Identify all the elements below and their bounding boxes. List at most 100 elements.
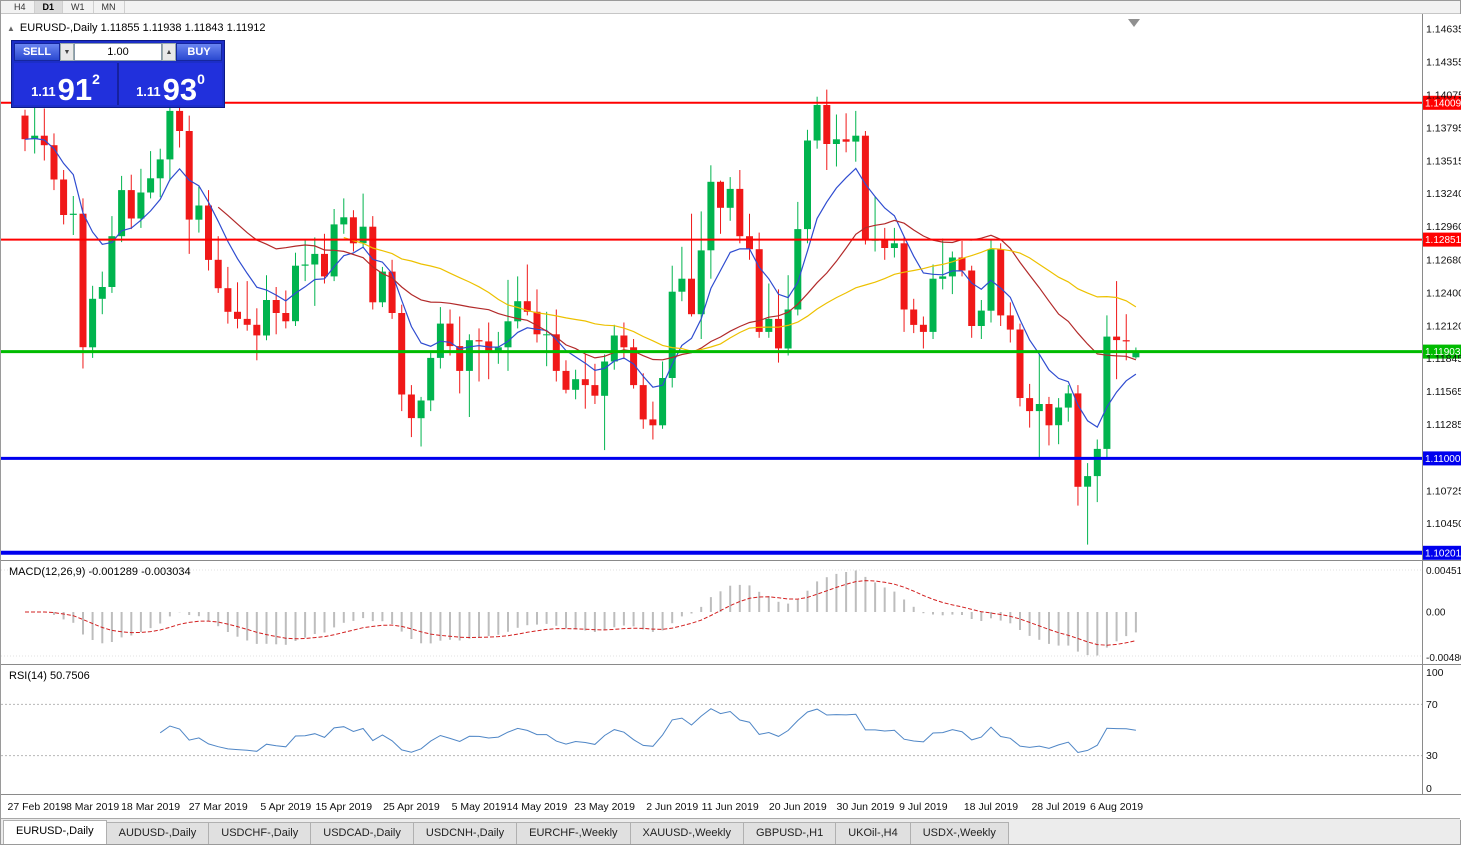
price-tag-label: 1.10201 <box>1425 548 1461 559</box>
candle-body <box>185 131 193 220</box>
ma-medium-line <box>217 206 1137 361</box>
rsi-axis-label: 30 <box>1426 750 1438 762</box>
candle-body <box>234 311 241 319</box>
chart-tab[interactable]: EURCHF-,Weekly <box>516 822 631 844</box>
price-tag-label: 1.11000 <box>1425 454 1461 465</box>
chart-tab[interactable]: GBPUSD-,H1 <box>742 822 837 844</box>
macd-axis-label: -0.004806 <box>1426 653 1461 664</box>
chart-tab[interactable]: USDCNH-,Daily <box>412 822 518 844</box>
date-label: 15 Apr 2019 <box>315 801 372 813</box>
candle-body <box>50 145 58 180</box>
candle-body <box>1026 398 1034 412</box>
chart-shift-marker[interactable] <box>1128 19 1140 27</box>
candle-body <box>919 324 927 332</box>
sell-price-display[interactable]: 1.11 91 2 <box>14 63 119 105</box>
timeframe-button-d1[interactable]: D1 <box>34 1 64 13</box>
price-tick-label: 1.11285 <box>1426 419 1461 431</box>
buy-price-display[interactable]: 1.11 93 0 <box>119 63 222 105</box>
chart-area[interactable]: 1.14009 1.12851 1.11903 1.11000 1.10201 1.146… <box>1 14 1461 820</box>
sell-price-pip-digit: 2 <box>92 71 100 87</box>
chart-tab[interactable]: UKOil-,H4 <box>835 822 911 844</box>
chart-tab[interactable]: USDCAD-,Daily <box>310 822 414 844</box>
candle-body <box>620 335 628 348</box>
price-tick-label: 1.11845 <box>1426 353 1461 365</box>
candle-body <box>804 140 811 230</box>
buy-button[interactable]: BUY <box>176 43 222 61</box>
date-label: 5 Apr 2019 <box>260 801 311 813</box>
candle-body <box>89 298 97 348</box>
macd-histogram-layer <box>33 570 1137 656</box>
date-label: 8 Mar 2019 <box>66 801 119 813</box>
candle-body <box>958 257 966 271</box>
date-label: 18 Mar 2019 <box>121 801 180 813</box>
candles-layer <box>21 89 1140 545</box>
candle-body <box>504 321 512 348</box>
volume-increase-button[interactable]: ▲ <box>162 43 176 61</box>
volume-decrease-button[interactable]: ▼ <box>60 43 74 61</box>
candle-body <box>543 334 551 336</box>
candle-body <box>842 139 850 142</box>
candle-body <box>31 135 39 140</box>
chart-tab[interactable]: AUDUSD-,Daily <box>105 822 210 844</box>
buy-price-big-digits: 93 <box>162 71 198 107</box>
candle-body <box>784 309 792 349</box>
date-label: 23 May 2019 <box>574 801 635 813</box>
candle-body <box>1045 404 1053 426</box>
candle-body <box>349 217 357 244</box>
candle-body <box>533 311 541 335</box>
candle-body <box>890 243 898 248</box>
candle-body <box>69 213 77 215</box>
candle-body <box>832 139 840 144</box>
candle-body <box>1074 393 1082 487</box>
timeframe-button-w1[interactable]: W1 <box>63 1 94 13</box>
price-tick-label: 1.14635 <box>1426 23 1461 35</box>
chart-tab[interactable]: USDX-,Weekly <box>909 822 1009 844</box>
ma-fast-line <box>24 137 1137 428</box>
candle-body <box>369 226 377 303</box>
candle-body <box>137 192 145 219</box>
candle-body <box>417 400 425 419</box>
price-tick-label: 1.12120 <box>1426 321 1461 333</box>
macd-header: MACD(12,26,9) -0.001289 -0.003034 <box>9 566 191 578</box>
price-tick-label: 1.13240 <box>1426 188 1461 200</box>
timeframe-button-h4[interactable]: H4 <box>6 1 35 13</box>
candle-body <box>407 394 415 419</box>
chart-tabs-bar: EURUSD-,Daily AUDUSD-,Daily USDCHF-,Daily U… <box>1 818 1460 844</box>
candle-body <box>852 135 860 142</box>
candle-body <box>494 347 502 352</box>
chart-tab[interactable]: XAUUSD-,Weekly <box>629 822 744 844</box>
timeframe-button-mn[interactable]: MN <box>93 1 125 13</box>
chart-tab[interactable]: EURUSD-,Daily <box>3 820 107 844</box>
candle-body <box>929 278 937 332</box>
candle-body <box>1084 476 1092 487</box>
candle-body <box>775 318 782 349</box>
candle-body <box>118 190 126 237</box>
price-tag-label: 1.14009 <box>1425 98 1461 109</box>
price-tick-label: 1.10450 <box>1426 518 1461 530</box>
date-label: 27 Mar 2019 <box>189 801 248 813</box>
candle-body <box>562 370 570 390</box>
price-tick-label: 1.14355 <box>1426 56 1461 68</box>
one-click-trading-panel: SELL ▼ ▲ BUY 1.11 91 2 1.11 93 0 <box>11 40 225 108</box>
candle-body <box>1064 393 1072 408</box>
candle-body <box>755 249 763 332</box>
volume-input[interactable] <box>74 43 162 61</box>
chart-tab[interactable]: USDCHF-,Daily <box>208 822 312 844</box>
candle-body <box>881 239 889 248</box>
chart-canvas[interactable]: 1.14009 1.12851 1.11903 1.11000 1.10201 1.146… <box>1 14 1461 820</box>
candle-body <box>707 181 715 251</box>
price-tag-bg <box>1422 451 1461 466</box>
candle-body <box>166 110 174 160</box>
date-label: 5 May 2019 <box>452 801 507 813</box>
candle-body <box>649 419 657 426</box>
date-label: 27 Feb 2019 <box>8 801 67 813</box>
candle-body <box>1016 329 1024 398</box>
sell-price-big-digits: 91 <box>57 71 93 107</box>
sell-button[interactable]: SELL <box>14 43 60 61</box>
one-click-toggle-icon[interactable]: ▲ <box>7 23 15 33</box>
price-tick-label: 1.14075 <box>1426 89 1461 101</box>
candle-body <box>601 361 609 396</box>
candle-body <box>668 291 676 378</box>
date-label: 25 Apr 2019 <box>383 801 440 813</box>
candle-body <box>910 309 918 325</box>
